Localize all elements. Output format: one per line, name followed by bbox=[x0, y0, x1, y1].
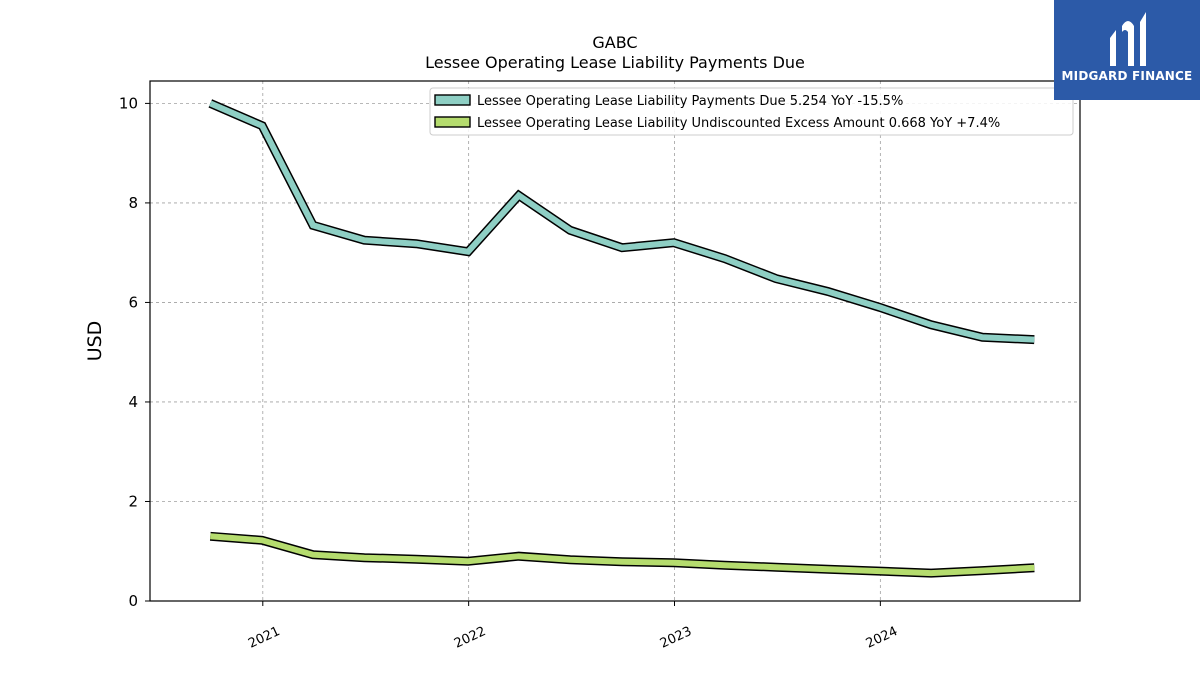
midgard-finance-logo: MIDGARD FINANCE bbox=[1054, 0, 1200, 100]
y-tick-label: 6 bbox=[128, 293, 138, 311]
plot-area-frame bbox=[149, 80, 1081, 602]
x-tick-label: 2024 bbox=[864, 624, 900, 652]
series-line-outline bbox=[208, 99, 1035, 345]
x-axis: 2021 2022 2023 2024 bbox=[246, 601, 900, 652]
legend-entry: Lessee Operating Lease Liability Payment… bbox=[477, 94, 903, 109]
y-tick-label: 10 bbox=[119, 94, 138, 112]
y-tick-label: 4 bbox=[128, 393, 138, 411]
legend-entry: Lessee Operating Lease Liability Undisco… bbox=[477, 116, 1000, 131]
y-tick-label: 2 bbox=[128, 492, 138, 510]
y-axis: 0 2 4 6 8 10 bbox=[119, 94, 150, 610]
legend-swatch bbox=[434, 94, 471, 106]
chart-title: GABC bbox=[592, 33, 637, 52]
x-tick-label: 2023 bbox=[658, 624, 694, 652]
chart-subtitle: Lessee Operating Lease Liability Payment… bbox=[425, 53, 805, 72]
midgard-logo-icon bbox=[1110, 12, 1146, 66]
y-tick-label: 8 bbox=[128, 194, 138, 212]
grid bbox=[150, 81, 1080, 601]
series-1 bbox=[208, 99, 1035, 345]
legend-box bbox=[429, 87, 1074, 136]
y-tick-label: 0 bbox=[128, 592, 138, 610]
legend: Lessee Operating Lease Liability Payment… bbox=[429, 87, 1074, 136]
y-axis-label: USD bbox=[84, 321, 106, 362]
series-line bbox=[209, 100, 1035, 343]
series-2 bbox=[209, 531, 1035, 578]
series-layer bbox=[208, 99, 1035, 578]
series-line bbox=[210, 533, 1035, 577]
x-tick-label: 2021 bbox=[246, 624, 282, 652]
logo-text: MIDGARD FINANCE bbox=[1061, 69, 1193, 83]
x-tick-label: 2022 bbox=[452, 624, 488, 652]
legend-swatch bbox=[434, 116, 471, 128]
